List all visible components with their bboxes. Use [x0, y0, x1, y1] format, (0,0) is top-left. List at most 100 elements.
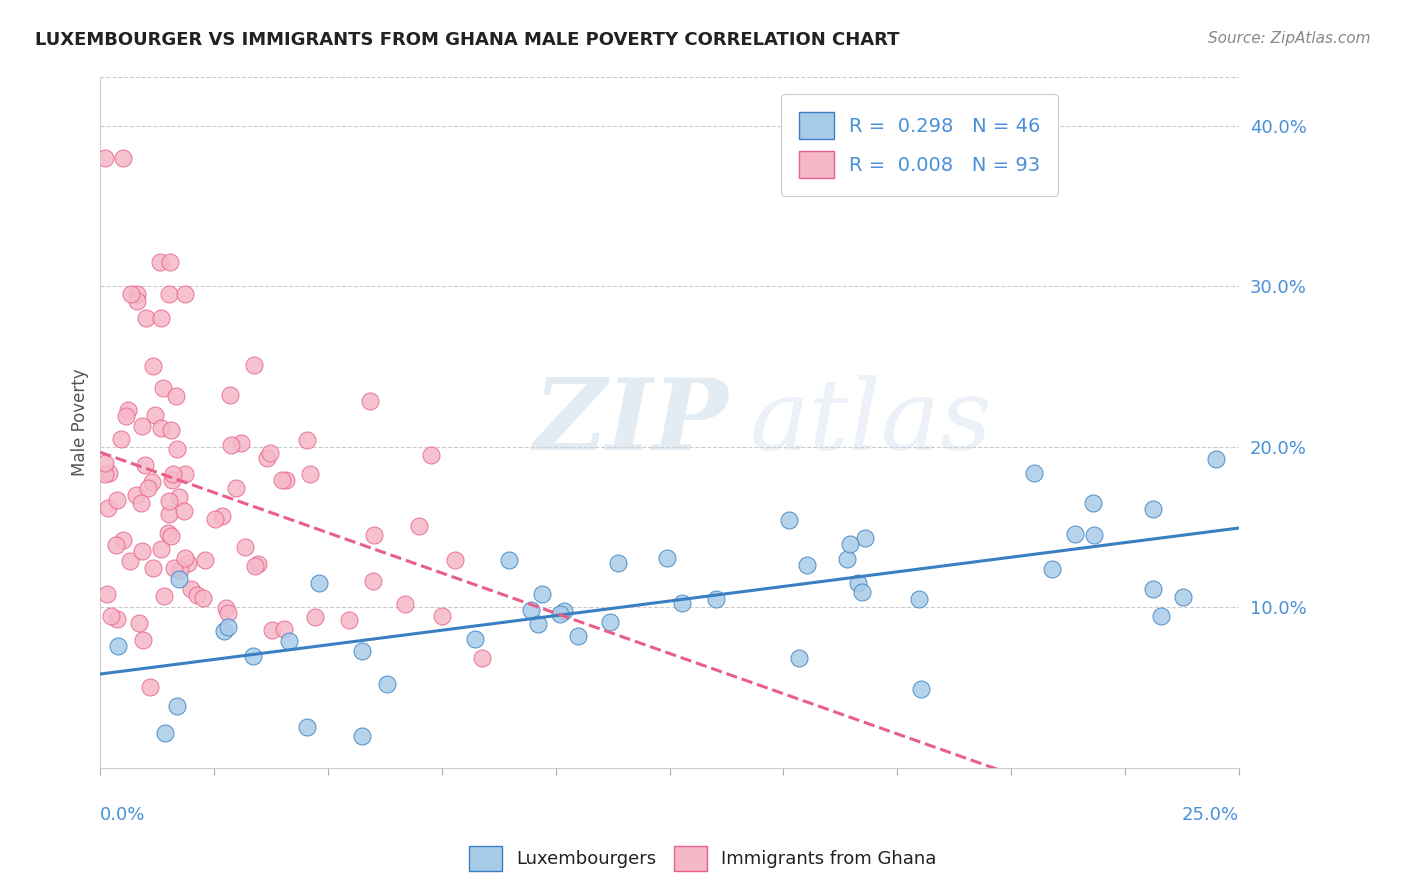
Point	[599, 615, 621, 629]
Point	[295, 720, 318, 734]
Point	[910, 682, 932, 697]
Point	[111, 533, 134, 547]
Point	[1149, 609, 1171, 624]
Point	[191, 591, 214, 605]
Point	[337, 613, 360, 627]
Point	[152, 589, 174, 603]
Point	[157, 507, 180, 521]
Point	[242, 648, 264, 663]
Point	[160, 423, 183, 437]
Point	[120, 554, 142, 568]
Point	[97, 501, 120, 516]
Point	[350, 729, 373, 743]
Point	[838, 537, 860, 551]
Point	[136, 482, 159, 496]
Point	[225, 481, 247, 495]
Point	[352, 644, 374, 658]
Point	[243, 558, 266, 573]
Point	[553, 604, 575, 618]
Point	[260, 624, 283, 638]
Point	[1081, 495, 1104, 509]
Point	[115, 409, 138, 423]
Point	[148, 255, 170, 269]
Text: LUXEMBOURGER VS IMMIGRANTS FROM GHANA MALE POVERTY CORRELATION CHART: LUXEMBOURGER VS IMMIGRANTS FROM GHANA MA…	[35, 31, 900, 49]
Point	[94, 456, 117, 470]
Point	[787, 650, 810, 665]
Point	[131, 543, 153, 558]
Point	[430, 608, 453, 623]
Point	[796, 558, 818, 572]
Point	[157, 287, 180, 301]
Point	[194, 553, 217, 567]
Point	[298, 467, 321, 482]
Point	[128, 615, 150, 630]
Point	[166, 699, 188, 714]
Point	[1142, 582, 1164, 596]
Point	[125, 488, 148, 502]
Point	[443, 552, 465, 566]
Point	[853, 531, 876, 545]
Point	[217, 607, 239, 621]
Point	[217, 620, 239, 634]
Point	[471, 650, 494, 665]
Point	[159, 529, 181, 543]
Point	[233, 540, 256, 554]
Text: ZIP: ZIP	[533, 375, 728, 471]
Point	[778, 513, 800, 527]
Point	[143, 409, 166, 423]
Text: atlas: atlas	[749, 375, 993, 470]
Point	[1063, 526, 1085, 541]
Point	[419, 448, 441, 462]
Legend: Luxembourgers, Immigrants from Ghana: Luxembourgers, Immigrants from Ghana	[463, 838, 943, 879]
Point	[174, 467, 197, 482]
Point	[180, 582, 202, 596]
Point	[204, 511, 226, 525]
Point	[150, 421, 173, 435]
Point	[142, 561, 165, 575]
Point	[837, 552, 859, 566]
Point	[186, 588, 208, 602]
Point	[129, 496, 152, 510]
Point	[132, 633, 155, 648]
Text: 25.0%: 25.0%	[1181, 805, 1239, 823]
Point	[117, 403, 139, 417]
Point	[107, 639, 129, 653]
Point	[141, 475, 163, 490]
Point	[163, 561, 186, 575]
Point	[1040, 562, 1063, 576]
Point	[256, 451, 278, 466]
Point	[550, 607, 572, 622]
Point	[270, 473, 292, 487]
Y-axis label: Male Poverty: Male Poverty	[72, 368, 89, 476]
Point	[94, 151, 117, 165]
Point	[94, 467, 117, 482]
Point	[127, 294, 149, 309]
Point	[150, 542, 173, 557]
Point	[297, 434, 319, 448]
Point	[229, 435, 252, 450]
Point	[530, 587, 553, 601]
Point	[219, 437, 242, 451]
Point	[671, 597, 693, 611]
Point	[173, 504, 195, 518]
Point	[363, 574, 385, 589]
Point	[1083, 528, 1105, 542]
Point	[105, 612, 128, 626]
Point	[139, 681, 162, 695]
Point	[166, 442, 188, 457]
Point	[135, 311, 157, 326]
Legend: R =  0.298   N = 46, R =  0.008   N = 93: R = 0.298 N = 46, R = 0.008 N = 93	[782, 94, 1059, 195]
Point	[846, 576, 869, 591]
Point	[704, 591, 727, 606]
Point	[177, 556, 200, 570]
Point	[167, 490, 190, 504]
Point	[607, 557, 630, 571]
Point	[96, 587, 118, 601]
Point	[394, 597, 416, 611]
Point	[274, 473, 297, 487]
Point	[377, 677, 399, 691]
Point	[110, 432, 132, 446]
Point	[131, 419, 153, 434]
Point	[165, 389, 187, 403]
Point	[278, 634, 301, 648]
